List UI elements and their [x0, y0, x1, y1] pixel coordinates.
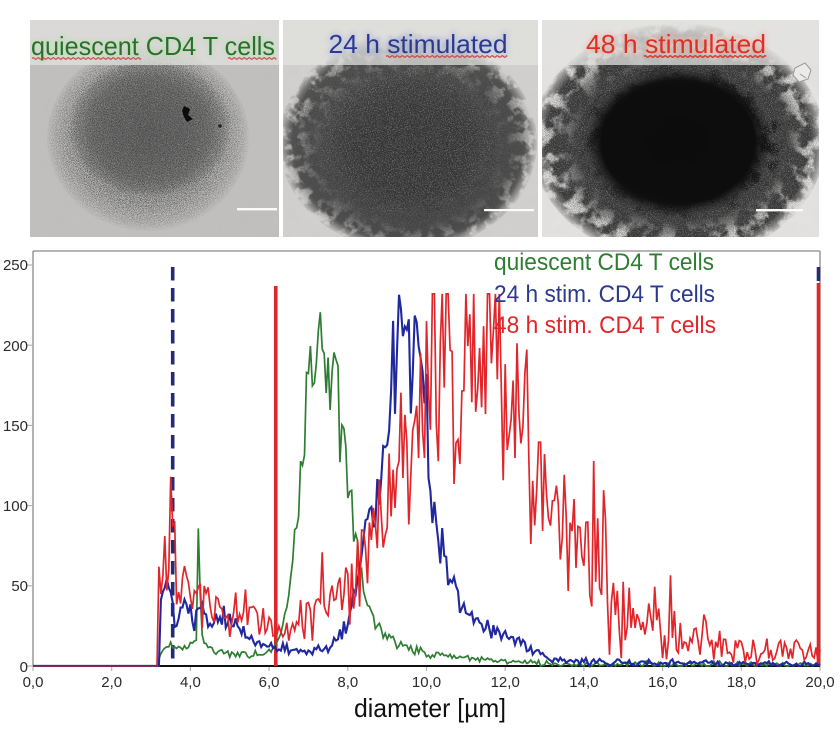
svg-text:48 h stimulated: 48 h stimulated	[586, 29, 766, 59]
svg-text:24 h stim. CD4 T cells: 24 h stim. CD4 T cells	[494, 281, 715, 308]
svg-text:10,0: 10,0	[412, 674, 441, 691]
svg-text:0,0: 0,0	[23, 674, 44, 691]
svg-text:18,0: 18,0	[727, 674, 756, 691]
svg-text:12,0: 12,0	[491, 674, 520, 691]
svg-text:200: 200	[3, 338, 28, 355]
svg-text:48 h stim. CD4 T cells: 48 h stim. CD4 T cells	[494, 312, 716, 339]
svg-text:150: 150	[3, 418, 28, 435]
svg-text:0: 0	[20, 659, 28, 676]
svg-text:diameter [µm]: diameter [µm]	[354, 693, 506, 723]
svg-text:48 h stimulated: 48 h stimulated	[586, 29, 766, 59]
svg-text:quiescent CD4 T cells: quiescent CD4 T cells	[494, 249, 714, 276]
svg-text:24 h stimulated: 24 h stimulated	[329, 29, 508, 59]
svg-text:100: 100	[3, 498, 28, 515]
svg-text:16,0: 16,0	[648, 674, 677, 691]
svg-text:8,0: 8,0	[337, 674, 358, 691]
svg-text:50: 50	[11, 578, 28, 595]
svg-text:6,0: 6,0	[259, 674, 280, 691]
svg-text:4,0: 4,0	[180, 674, 201, 691]
svg-text:quiescent CD4 T cells: quiescent CD4 T cells	[31, 31, 275, 61]
svg-text:quiescent CD4 T cells: quiescent CD4 T cells	[31, 31, 275, 61]
svg-text:14,0: 14,0	[569, 674, 598, 691]
svg-text:250: 250	[3, 257, 28, 274]
svg-text:20,0: 20,0	[805, 674, 834, 691]
svg-text:24 h stimulated: 24 h stimulated	[329, 29, 508, 59]
svg-text:2,0: 2,0	[101, 674, 122, 691]
